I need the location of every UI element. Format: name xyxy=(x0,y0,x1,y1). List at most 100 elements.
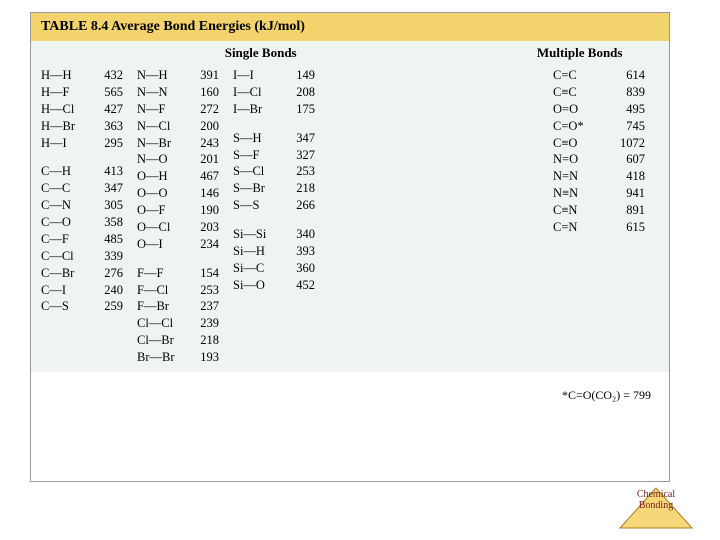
bond-label: I—Br xyxy=(233,101,281,118)
bond-value: 243 xyxy=(185,135,233,152)
bond-label: N—H xyxy=(137,67,185,84)
bond-label: C—S xyxy=(41,298,89,315)
bond-label: S—S xyxy=(233,197,281,214)
bond-label: C—Cl xyxy=(41,248,89,265)
bond-label: C—N xyxy=(41,197,89,214)
chapter-badge: Chemical Bonding xyxy=(616,484,696,532)
bond-value: 413 xyxy=(89,163,137,180)
bond-value: 839 xyxy=(611,84,659,101)
table-row: C—F485 xyxy=(41,231,137,248)
table-row: I—Cl208 xyxy=(233,84,329,101)
table-row: S—H347 xyxy=(233,130,329,147)
row-spacer xyxy=(137,253,233,265)
bond-label: H—H xyxy=(41,67,89,84)
bond-label: C=C xyxy=(553,67,611,84)
bond-label: H—F xyxy=(41,84,89,101)
table-row: C—H413 xyxy=(41,163,137,180)
column-2: N—H391N—N160N—F272N—Cl200N—Br243N—O201O—… xyxy=(137,67,233,366)
table-row: C—S259 xyxy=(41,298,137,315)
bond-value: 253 xyxy=(185,282,233,299)
bond-value: 485 xyxy=(89,231,137,248)
bond-value: 891 xyxy=(611,202,659,219)
table-row: Si—C360 xyxy=(233,260,329,277)
table-row: N—O201 xyxy=(137,151,233,168)
bond-value: 347 xyxy=(281,130,329,147)
table-row: S—Br218 xyxy=(233,180,329,197)
row-spacer xyxy=(41,151,137,163)
bond-value: 234 xyxy=(185,236,233,253)
bond-label: N—F xyxy=(137,101,185,118)
table-row: H—I295 xyxy=(41,135,137,152)
bond-value: 427 xyxy=(89,101,137,118)
bond-label: Si—Si xyxy=(233,226,281,243)
table-row: I—I149 xyxy=(233,67,329,84)
bond-label: Si—O xyxy=(233,277,281,294)
table-row: C—Cl339 xyxy=(41,248,137,265)
table-row: C≡O1072 xyxy=(553,135,659,152)
bond-label: H—Cl xyxy=(41,101,89,118)
table-row: C—Br276 xyxy=(41,265,137,282)
bond-label: H—I xyxy=(41,135,89,152)
bond-value: 154 xyxy=(185,265,233,282)
bond-value: 432 xyxy=(89,67,137,84)
bond-label: H—Br xyxy=(41,118,89,135)
table-row: C—C347 xyxy=(41,180,137,197)
table-row: O—Cl203 xyxy=(137,219,233,236)
bond-value: 200 xyxy=(185,118,233,135)
badge-text: Chemical Bonding xyxy=(616,490,696,511)
bond-value: 175 xyxy=(281,101,329,118)
bond-value: 358 xyxy=(89,214,137,231)
bond-value: 1072 xyxy=(611,135,659,152)
bond-label: C=O* xyxy=(553,118,611,135)
bond-label: N—N xyxy=(137,84,185,101)
header-multiple: Multiple Bonds xyxy=(490,45,669,61)
badge-line2: Bonding xyxy=(639,500,673,511)
table-row: O—H467 xyxy=(137,168,233,185)
table-row: Si—Si340 xyxy=(233,226,329,243)
bond-value: 218 xyxy=(281,180,329,197)
bond-label: Si—H xyxy=(233,243,281,260)
bond-value: 208 xyxy=(281,84,329,101)
bond-label: C=N xyxy=(553,219,611,236)
bond-label: O=O xyxy=(553,101,611,118)
bond-value: 347 xyxy=(89,180,137,197)
bond-label: Si—C xyxy=(233,260,281,277)
table-row: Cl—Br218 xyxy=(137,332,233,349)
bond-label: I—Cl xyxy=(233,84,281,101)
table-row: N≡N941 xyxy=(553,185,659,202)
bond-label: S—F xyxy=(233,147,281,164)
bond-label: S—Cl xyxy=(233,163,281,180)
table-row: N—Br243 xyxy=(137,135,233,152)
bond-value: 201 xyxy=(185,151,233,168)
bond-value: 941 xyxy=(611,185,659,202)
bond-label: F—F xyxy=(137,265,185,282)
column-4-multiple: C=C614C≡C839O=O495C=O*745C≡O1072N=O607N=… xyxy=(553,67,659,366)
bond-label: N=N xyxy=(553,168,611,185)
bond-label: Br—Br xyxy=(137,349,185,366)
bond-value: 259 xyxy=(89,298,137,315)
badge-line1: Chemical xyxy=(637,489,675,500)
bond-value: 253 xyxy=(281,163,329,180)
bond-label: N—O xyxy=(137,151,185,168)
bond-value: 467 xyxy=(185,168,233,185)
bond-label: C—I xyxy=(41,282,89,299)
table-row: F—Cl253 xyxy=(137,282,233,299)
table-inner: TABLE 8.4 Average Bond Energies (kJ/mol)… xyxy=(31,13,669,372)
bond-label: C—H xyxy=(41,163,89,180)
table-content: H—H432H—F565H—Cl427H—Br363H—I295C—H413C—… xyxy=(31,67,669,366)
bond-value: 160 xyxy=(185,84,233,101)
bond-label: O—Cl xyxy=(137,219,185,236)
bond-value: 391 xyxy=(185,67,233,84)
bond-value: 745 xyxy=(611,118,659,135)
table-frame: TABLE 8.4 Average Bond Energies (kJ/mol)… xyxy=(30,12,670,482)
table-row: O—O146 xyxy=(137,185,233,202)
bond-value: 614 xyxy=(611,67,659,84)
table-title: TABLE 8.4 Average Bond Energies (kJ/mol) xyxy=(31,13,669,41)
table-row: S—Cl253 xyxy=(233,163,329,180)
bond-label: O—F xyxy=(137,202,185,219)
bond-value: 272 xyxy=(185,101,233,118)
table-row: N—H391 xyxy=(137,67,233,84)
bond-value: 565 xyxy=(89,84,137,101)
table-row: H—H432 xyxy=(41,67,137,84)
table-row: C=C614 xyxy=(553,67,659,84)
